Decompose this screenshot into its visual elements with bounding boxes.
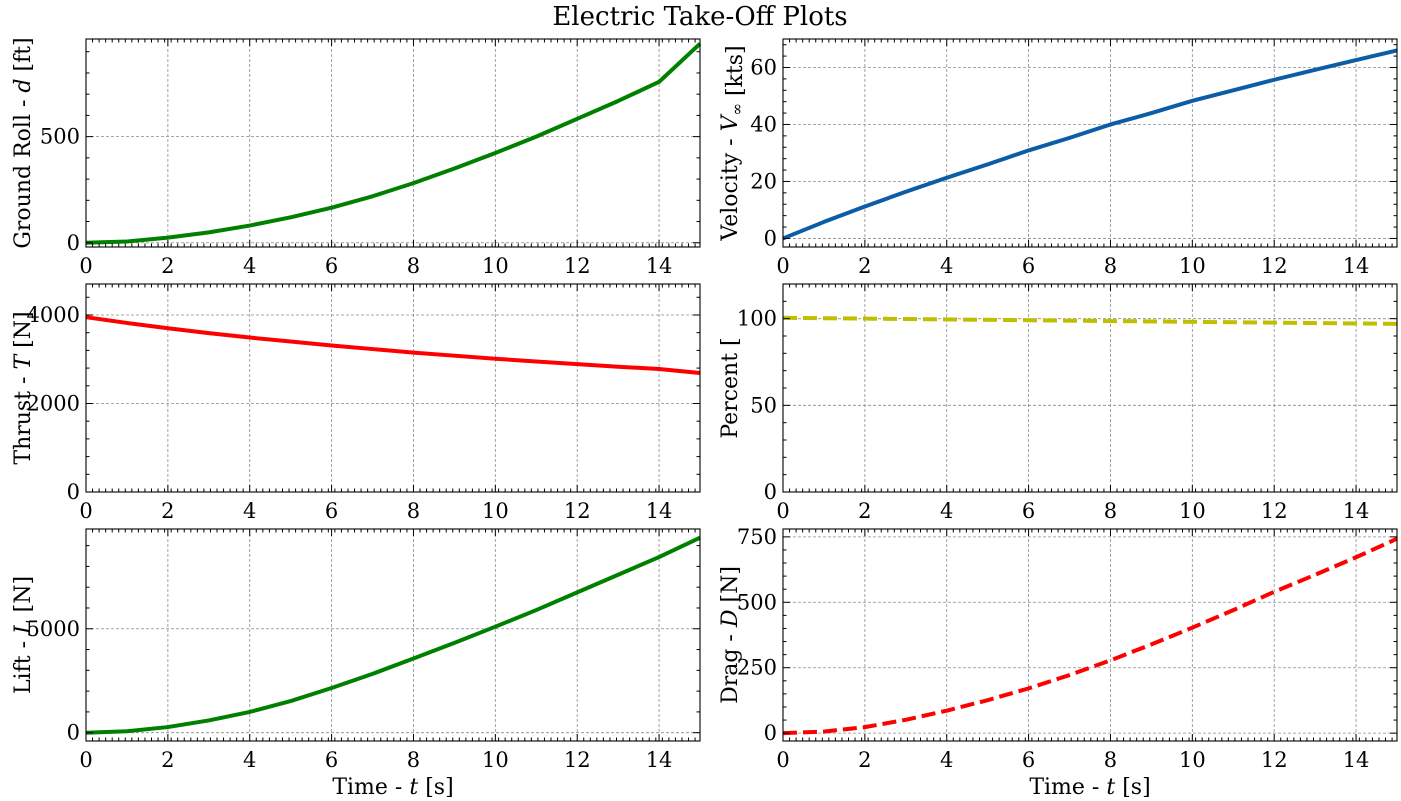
x-tick-label: 6 (325, 254, 338, 278)
series-line-lift (85, 535, 701, 735)
y-tick-label: 750 (737, 525, 777, 549)
axes-frame (85, 528, 701, 742)
y-axis-label: Thrust - T [N] (11, 311, 36, 464)
x-tick-label: 6 (325, 499, 338, 523)
x-tick-label: 12 (564, 254, 591, 278)
x-tick-label: 8 (1104, 254, 1117, 278)
x-tick-label: 12 (564, 748, 591, 772)
x-tick-label: 0 (776, 748, 789, 772)
y-tick-label: 250 (737, 656, 777, 680)
x-tick-label: 0 (776, 254, 789, 278)
x-tick-label: 10 (1179, 254, 1206, 278)
series-line-thrust (85, 315, 701, 375)
x-tick-label: 6 (1022, 499, 1035, 523)
y-tick-label: 0 (764, 226, 777, 250)
x-axis-label: Time - t [s] (1029, 775, 1150, 800)
x-tick-label: 14 (1343, 499, 1370, 523)
y-axis-label: Velocity - V∞ [kts] (718, 45, 748, 241)
x-tick-label: 0 (776, 499, 789, 523)
series-line-velocity (782, 48, 1398, 241)
x-tick-label: 10 (482, 748, 509, 772)
y-tick-label: 0 (764, 721, 777, 745)
y-axis-label: Ground Roll - d [ft] (11, 37, 36, 248)
x-tick-label: 6 (1022, 748, 1035, 772)
x-tick-label: 2 (161, 748, 174, 772)
x-tick-label: 12 (1261, 499, 1288, 523)
x-tick-label: 2 (161, 254, 174, 278)
axes-frame (782, 283, 1398, 493)
x-tick-label: 2 (858, 254, 871, 278)
y-tick-label: 0 (67, 231, 80, 255)
x-tick-label: 14 (646, 254, 673, 278)
x-tick-label: 4 (940, 499, 953, 523)
y-tick-label: 50 (750, 393, 777, 417)
x-tick-label: 6 (1022, 254, 1035, 278)
axes-frame (782, 38, 1398, 248)
x-tick-label: 6 (325, 748, 338, 772)
x-tick-label: 12 (1261, 254, 1288, 278)
x-tick-label: 4 (243, 499, 256, 523)
x-tick-label: 8 (1104, 499, 1117, 523)
y-tick-label: 500 (737, 590, 777, 614)
x-tick-label: 12 (564, 499, 591, 523)
x-tick-label: 14 (1343, 254, 1370, 278)
y-tick-label: 500 (40, 125, 80, 149)
y-tick-label: 100 (737, 307, 777, 331)
x-tick-label: 14 (646, 499, 673, 523)
series-line-ground-roll (85, 42, 702, 245)
x-tick-label: 2 (858, 748, 871, 772)
x-axis-label: Time - t [s] (332, 775, 453, 800)
x-tick-label: 4 (940, 748, 953, 772)
x-tick-label: 8 (407, 499, 420, 523)
x-tick-label: 8 (407, 748, 420, 772)
y-tick-label: 0 (67, 721, 80, 745)
x-tick-label: 14 (646, 748, 673, 772)
series-line-drag (782, 536, 1398, 736)
x-tick-label: 0 (79, 499, 92, 523)
x-tick-label: 2 (858, 499, 871, 523)
y-tick-label: 2000 (27, 391, 80, 415)
axes-frame (85, 38, 701, 248)
y-axis-label: Percent [ (718, 337, 743, 438)
axes-frame (782, 528, 1398, 742)
axes-frame (85, 283, 701, 493)
y-tick-label: 5000 (27, 617, 80, 641)
x-tick-label: 8 (1104, 748, 1117, 772)
x-tick-label: 0 (79, 748, 92, 772)
x-tick-label: 2 (161, 499, 174, 523)
y-axis-label: Drag - D [N] (718, 566, 743, 704)
y-tick-label: 4000 (27, 303, 80, 327)
y-tick-label: 0 (67, 480, 80, 504)
panel-drag: 0 2 4 6 8 10 12 14 0 250 500 750 Drag - D [N] Time - … (718, 525, 1398, 800)
x-tick-label: 8 (407, 254, 420, 278)
panel-percent: 0 2 4 6 8 10 12 14 0 50 100 Percent [ (718, 283, 1398, 523)
x-tick-label: 4 (243, 748, 256, 772)
x-tick-label: 10 (482, 254, 509, 278)
y-tick-label: 60 (750, 55, 777, 79)
y-axis-label: Lift - L [N] (11, 576, 36, 694)
series-line-percent (782, 315, 1398, 326)
x-tick-label: 10 (1179, 499, 1206, 523)
x-tick-label: 14 (1343, 748, 1370, 772)
x-tick-label: 4 (243, 254, 256, 278)
x-tick-label: 10 (482, 499, 509, 523)
y-tick-label: 20 (750, 169, 777, 193)
x-tick-label: 10 (1179, 748, 1206, 772)
y-tick-label: 40 (750, 112, 777, 136)
figure-title: Electric Take-Off Plots (552, 2, 847, 32)
x-tick-label: 12 (1261, 748, 1288, 772)
x-tick-label: 0 (79, 254, 92, 278)
x-tick-label: 4 (940, 254, 953, 278)
y-tick-label: 0 (764, 480, 777, 504)
